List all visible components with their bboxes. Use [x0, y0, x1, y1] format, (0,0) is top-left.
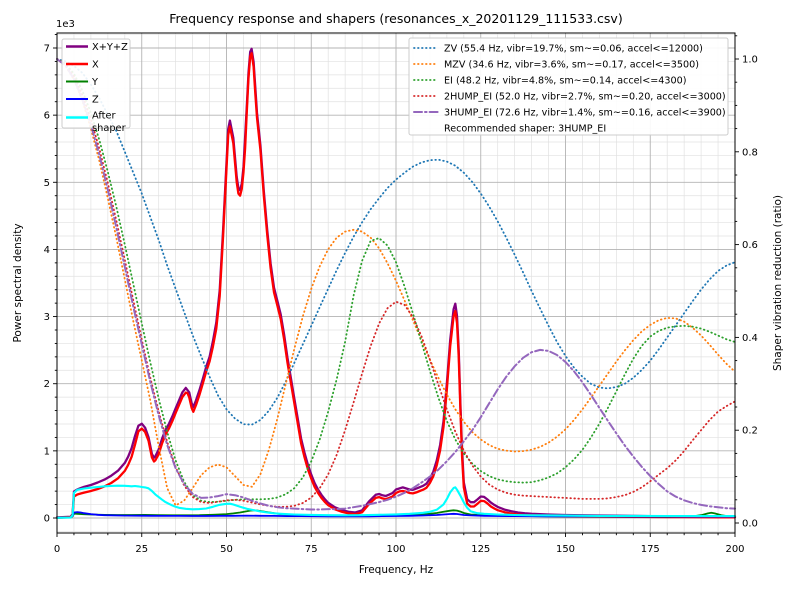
x-tick-label: 0: [54, 544, 60, 555]
x-tick-label: 175: [641, 544, 660, 555]
axis-ticks: [53, 34, 739, 537]
legend-item-mzv: MZV (34.6 Hz, vibr=3.6%, sm~=0.17, accel…: [413, 60, 699, 71]
legend-item-zv: ZV (55.4 Hz, vibr=19.7%, sm~=0.06, accel…: [413, 44, 703, 55]
y-axis-offset-label: 1e3: [56, 19, 75, 30]
x-axis-label: Frequency, Hz: [358, 564, 434, 576]
series-ei: [56, 58, 736, 503]
series-after-shaper: [55, 484, 737, 519]
legend-label: Z: [92, 95, 99, 106]
x-tick-label: 100: [386, 544, 405, 555]
x-tick-label: 125: [471, 544, 490, 555]
y-left-tick-label: 3: [44, 312, 50, 323]
y-right-tick-label: 0.2: [742, 426, 758, 437]
y-left-tick-label: 0: [44, 514, 50, 525]
y-right-tick-label: 0.6: [742, 240, 758, 251]
legend-item-z: Z: [66, 95, 99, 106]
shaper-series: [56, 58, 736, 511]
legend-recommended-note: Recommended shaper: 3HUMP_EI: [444, 124, 606, 135]
legend-item-x-y-z: X+Y+Z: [66, 42, 128, 53]
legend-label: Y: [91, 77, 98, 88]
tick-labels: 0 25 50 75 100 125 150 175 200 0 1 2 3 4 5 6 7 0.0 0.2 0.4 0…: [44, 44, 758, 556]
legend-label: 3HUMP_EI (72.6 Hz, vibr=1.4%, sm~=0.16, …: [444, 108, 726, 119]
y-left-tick-label: 1: [44, 446, 50, 457]
y-axis-right-label: Shaper vibration reduction (ratio): [772, 194, 784, 372]
y-left-tick-label: 7: [44, 44, 50, 55]
y-left-tick-label: 6: [44, 111, 50, 122]
x-tick-label: 200: [725, 544, 744, 555]
legend-shapers-box: [408, 37, 729, 136]
series-z: [56, 511, 736, 519]
legend-item-y: Y: [66, 77, 98, 88]
x-tick-label: 25: [135, 544, 148, 555]
legend-shapers: ZV (55.4 Hz, vibr=19.7%, sm~=0.06, accel…: [408, 37, 729, 136]
y-right-tick-label: 0.8: [742, 147, 758, 158]
legend-label: After shaper: [92, 111, 127, 135]
legend-item-x: X: [66, 60, 99, 71]
legend-label: X+Y+Z: [92, 42, 128, 53]
x-tick-label: 75: [305, 544, 318, 555]
y-right-tick-label: 0.0: [742, 519, 758, 530]
legend-label: X: [92, 60, 99, 71]
legend-psd-box: [61, 38, 131, 129]
y-left-tick-label: 4: [44, 245, 50, 256]
legend-label: 2HUMP_EI (52.0 Hz, vibr=2.7%, sm~=0.20, …: [444, 92, 726, 103]
series-zv: [56, 58, 736, 426]
y-axis-left-label: Power spectral density: [12, 223, 24, 343]
y-right-tick-label: 0.4: [742, 333, 758, 344]
legend-item-ei: EI (48.2 Hz, vibr=4.8%, sm~=0.14, accel<…: [413, 76, 686, 87]
x-tick-label: 50: [220, 544, 233, 555]
series-3hump-ei: [56, 58, 736, 511]
legend-item-after-shaper: After shaper: [66, 111, 127, 135]
series-x: [55, 52, 737, 519]
chart-title: Frequency response and shapers (resonanc…: [169, 11, 623, 26]
y-right-tick-label: 1.0: [742, 55, 758, 66]
legend-psd: X+Y+Z XYZ After shaper: [61, 38, 131, 135]
psd-series: [55, 47, 737, 519]
series-mzv: [56, 58, 736, 507]
y-left-tick-label: 2: [44, 379, 50, 390]
legend-item-3hump-ei: 3HUMP_EI (72.6 Hz, vibr=1.4%, sm~=0.16, …: [413, 108, 726, 119]
legend-label: EI (48.2 Hz, vibr=4.8%, sm~=0.14, accel<…: [444, 76, 686, 87]
legend-item-2hump-ei: 2HUMP_EI (52.0 Hz, vibr=2.7%, sm~=0.20, …: [413, 92, 726, 103]
legend-label: MZV (34.6 Hz, vibr=3.6%, sm~=0.17, accel…: [444, 60, 699, 71]
legend-label: ZV (55.4 Hz, vibr=19.7%, sm~=0.06, accel…: [444, 44, 703, 55]
y-left-tick-label: 5: [44, 178, 50, 189]
x-tick-label: 150: [556, 544, 575, 555]
